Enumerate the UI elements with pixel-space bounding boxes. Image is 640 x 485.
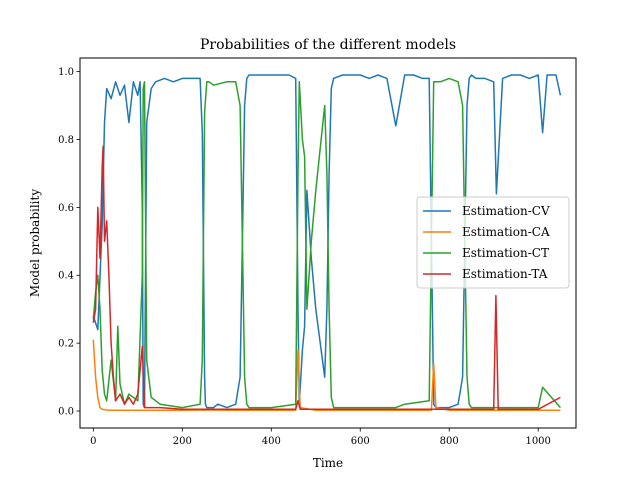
y-tick-label: 0.2 bbox=[58, 339, 74, 350]
series-layer bbox=[92, 74, 562, 412]
y-tick-label: 0.0 bbox=[58, 407, 74, 418]
legend-label-estimation-cv: Estimation-CV bbox=[462, 204, 550, 218]
series-line-estimation-ta bbox=[92, 145, 561, 411]
x-tick-label: 0 bbox=[90, 436, 96, 447]
y-axis: 0.0 0.2 0.4 0.6 0.8 1.0 bbox=[58, 67, 80, 418]
plot-frame bbox=[79, 57, 577, 429]
x-tick-label: 1000 bbox=[525, 436, 550, 447]
legend-label-estimation-ct: Estimation-CT bbox=[462, 246, 549, 260]
chart-title: Probabilities of the different models bbox=[200, 37, 456, 53]
x-tick-label: 200 bbox=[173, 436, 192, 447]
y-axis-label: Model probability bbox=[28, 189, 42, 297]
y-tick-label: 0.4 bbox=[58, 271, 74, 282]
x-axis: 0 200 400 600 800 1000 bbox=[90, 428, 551, 447]
x-tick-label: 600 bbox=[351, 436, 370, 447]
x-tick-label: 400 bbox=[262, 436, 281, 447]
y-tick-label: 0.8 bbox=[58, 135, 74, 146]
legend-label-estimation-ca: Estimation-CA bbox=[462, 225, 550, 239]
legend-label-estimation-ta: Estimation-TA bbox=[462, 267, 548, 281]
y-tick-label: 1.0 bbox=[58, 67, 74, 78]
x-tick-label: 800 bbox=[440, 436, 459, 447]
y-tick-label: 0.6 bbox=[58, 203, 74, 214]
legend: Estimation-CV Estimation-CA Estimation-CT E… bbox=[416, 196, 570, 289]
legend-box bbox=[416, 196, 570, 289]
x-axis-label: Time bbox=[313, 456, 343, 470]
series-line-estimation-ca bbox=[92, 339, 561, 412]
